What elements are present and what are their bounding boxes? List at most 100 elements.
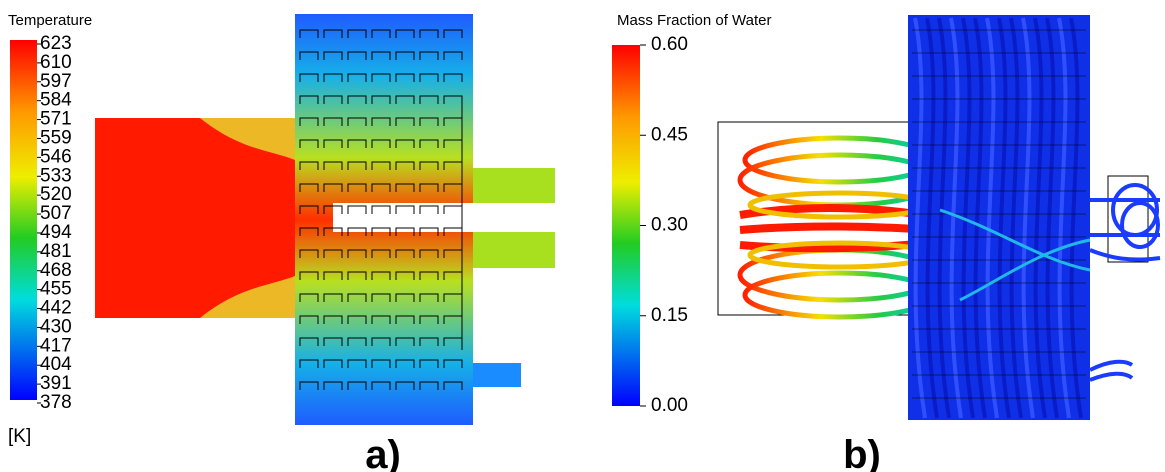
colorbar-label: 546 <box>40 146 72 167</box>
loop <box>925 17 939 419</box>
baffle <box>395 381 415 390</box>
baffle <box>371 315 391 324</box>
baffle <box>371 205 391 214</box>
loop <box>1009 17 1023 419</box>
loop <box>997 17 1011 419</box>
colorbar-label: 0.15 <box>651 305 688 326</box>
baffle <box>347 293 367 302</box>
baffle <box>371 139 391 148</box>
baffle <box>395 249 415 258</box>
loop <box>1045 17 1059 419</box>
baffle <box>443 29 463 38</box>
baffle <box>419 29 439 38</box>
colorbar <box>10 40 37 400</box>
baffle <box>419 293 439 302</box>
baffle <box>323 29 343 38</box>
baffle <box>443 73 463 82</box>
colorbar <box>612 45 640 406</box>
loop <box>1057 17 1071 419</box>
baffle <box>299 95 319 104</box>
panel-caption: b) <box>843 433 881 472</box>
baffle <box>299 161 319 170</box>
baffle <box>371 271 391 280</box>
colorbar-label: 494 <box>40 222 72 243</box>
baffle <box>323 337 343 346</box>
baffle <box>395 183 415 192</box>
baffle <box>419 139 439 148</box>
baffle <box>347 271 367 280</box>
colorbar-label: 468 <box>40 260 72 281</box>
baffle <box>323 95 343 104</box>
baffle <box>443 51 463 60</box>
baffle <box>419 359 439 368</box>
baffle <box>419 337 439 346</box>
panel-caption: a) <box>365 433 401 472</box>
loop <box>949 17 963 419</box>
streamline-loops <box>912 17 1091 419</box>
baffle <box>323 183 343 192</box>
baffle <box>347 359 367 368</box>
colorbar-title: Mass Fraction of Water <box>617 12 771 29</box>
baffle <box>419 73 439 82</box>
baffle <box>395 117 415 126</box>
colorbar-label: 520 <box>40 184 72 205</box>
baffle <box>299 381 319 390</box>
baffle <box>395 161 415 170</box>
baffle <box>299 117 319 126</box>
mixing-layer <box>95 276 295 318</box>
colorbar-label: 533 <box>40 165 72 186</box>
baffle <box>299 293 319 302</box>
loop <box>937 17 951 419</box>
baffle <box>419 117 439 126</box>
baffle <box>371 95 391 104</box>
colorbar-label: 571 <box>40 109 72 130</box>
baffle <box>299 359 319 368</box>
colorbar-label: 455 <box>40 279 72 300</box>
baffle <box>395 315 415 324</box>
baffle <box>371 293 391 302</box>
baffle <box>419 315 439 324</box>
baffle <box>419 249 439 258</box>
baffle <box>371 161 391 170</box>
unit-label: [K] <box>8 426 31 447</box>
baffle <box>419 381 439 390</box>
colorbar-label: 0.30 <box>651 215 688 236</box>
baffle <box>371 337 391 346</box>
baffle <box>443 359 463 368</box>
colorbar-label: 559 <box>40 127 72 148</box>
baffle <box>443 381 463 390</box>
colorbar-label: 0.00 <box>651 395 688 416</box>
outlet-outline <box>1107 175 1149 263</box>
baffle <box>299 139 319 148</box>
loop <box>1069 17 1083 419</box>
baffle <box>347 205 367 214</box>
baffle <box>323 139 343 148</box>
baffle <box>395 139 415 148</box>
baffle <box>371 73 391 82</box>
baffle <box>299 315 319 324</box>
baffle <box>299 51 319 60</box>
baffle <box>395 95 415 104</box>
colorbar-label: 610 <box>40 52 72 73</box>
baffle <box>395 29 415 38</box>
baffle <box>419 51 439 60</box>
colorbar-label: 481 <box>40 241 72 262</box>
baffle <box>419 205 439 214</box>
baffle <box>347 315 367 324</box>
loop <box>1021 17 1035 419</box>
baffle <box>371 183 391 192</box>
colorbar-ticks: 6236105975845715595465335205074944814684… <box>37 33 72 413</box>
baffle <box>371 249 391 258</box>
loop <box>1033 17 1047 419</box>
colorbar-label: 0.45 <box>651 124 688 145</box>
baffle <box>323 381 343 390</box>
colorbar-label: 623 <box>40 33 72 54</box>
baffle <box>299 271 319 280</box>
baffle <box>395 227 415 236</box>
baffle <box>347 183 367 192</box>
baffle-grid <box>299 29 463 390</box>
colorbar-label: 430 <box>40 316 72 337</box>
baffle <box>347 95 367 104</box>
side-outlet <box>473 363 521 387</box>
